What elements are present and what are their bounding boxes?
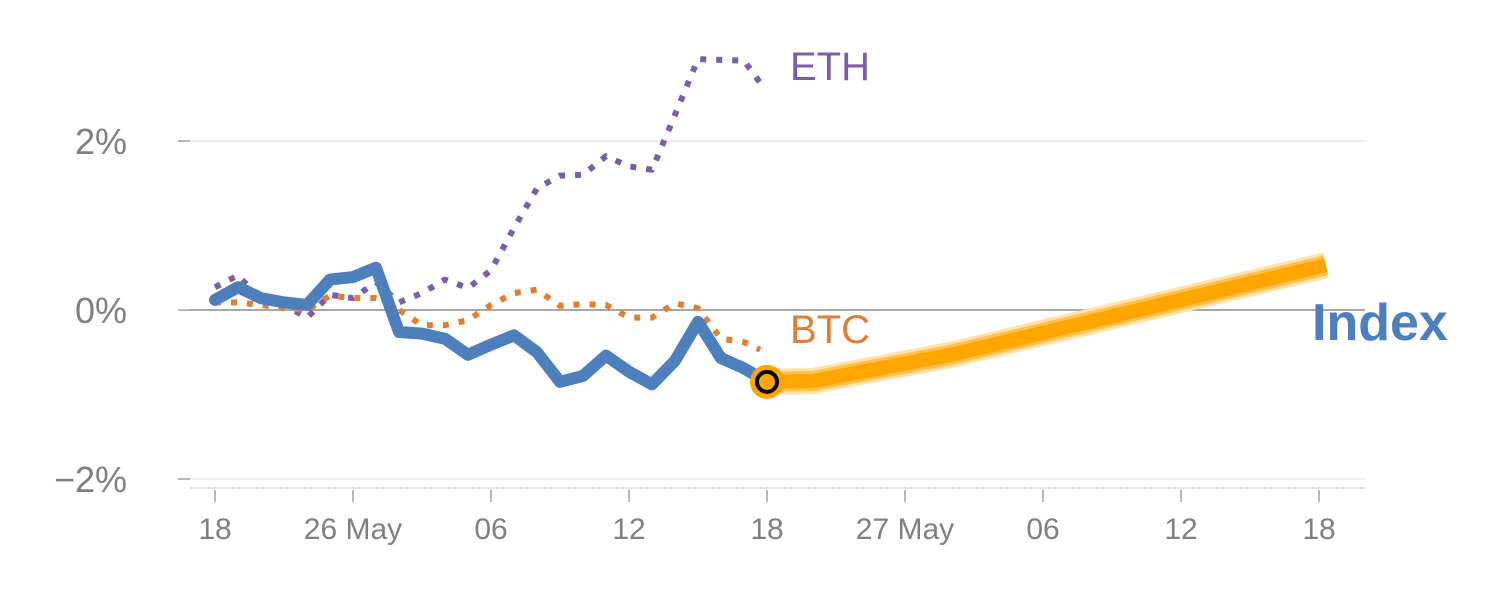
current-point-marker bbox=[755, 369, 779, 394]
x-tick-label: 06 bbox=[474, 513, 507, 546]
x-tick-label: 18 bbox=[198, 513, 231, 546]
series-line-btc bbox=[215, 286, 762, 353]
series-label-btc: BTC bbox=[790, 308, 870, 352]
x-tick-label: 27 May bbox=[856, 513, 954, 546]
axes: 2% 0% −2% 18 26 May 06 12 18 27 May 06 12 18 bbox=[54, 121, 1365, 546]
x-tick-label: 06 bbox=[1026, 513, 1059, 546]
series-line-index bbox=[209, 261, 773, 391]
series-labels: ETH BTC Index bbox=[790, 45, 1448, 352]
x-tick-label: 12 bbox=[612, 513, 645, 546]
y-tick-label: −2% bbox=[54, 459, 127, 500]
y-tick-label: 2% bbox=[75, 121, 127, 162]
series-line-eth bbox=[213, 56, 763, 321]
series-lines bbox=[209, 56, 1329, 399]
x-tick-label: 18 bbox=[1302, 513, 1335, 546]
series-label-index: Index bbox=[1312, 294, 1448, 352]
series-label-eth: ETH bbox=[790, 45, 870, 89]
x-tick-label: 18 bbox=[750, 513, 783, 546]
y-tick-label: 0% bbox=[75, 290, 127, 331]
x-tick-label: 12 bbox=[1164, 513, 1197, 546]
series-line-index-forecast bbox=[766, 258, 1328, 389]
x-tick-label: 26 May bbox=[304, 513, 402, 546]
